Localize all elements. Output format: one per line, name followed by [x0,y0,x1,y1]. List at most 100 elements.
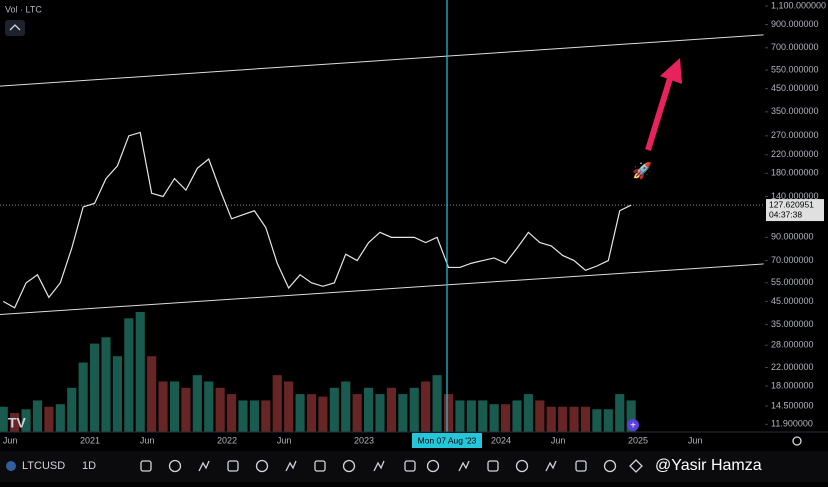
toolbar-icon[interactable] [285,460,297,472]
volume-bar [249,400,259,432]
y-tick-label: 450.000000 [771,83,819,93]
x-tick-label: Jun [551,435,566,445]
y-tick-label: 55.000000 [771,277,814,287]
y-tick-label: 45.000000 [771,296,814,306]
volume-bar [501,404,511,432]
volume-bar [466,400,476,432]
toolbar-icon[interactable] [458,460,470,472]
volume-bar [329,387,339,432]
toolbar [0,451,828,482]
icon-shape [575,460,587,472]
volume-bar [421,381,431,432]
y-tick-label: 220.000000 [771,149,819,159]
y-tick-label: 28.000000 [771,340,814,350]
countdown: 04:37:38 [769,209,802,219]
icon-shape [168,459,182,473]
toolbar-icon[interactable] [255,459,269,473]
icon-shape [342,459,356,473]
toolbar-icon[interactable] [373,460,385,472]
volume-bar [546,406,556,432]
toolbar-icon[interactable] [603,459,617,473]
volume-bar [318,396,328,432]
volume-bar [455,400,465,432]
y-tick-label: 700.000000 [771,42,819,52]
volume-bar [352,394,362,432]
toolbar-icon[interactable] [426,459,440,473]
arrow-shaft [645,71,675,151]
icon-shape [227,460,239,472]
symbol-icon [6,461,16,471]
toolbar-icon[interactable] [168,459,182,473]
volume-bar [227,394,237,432]
channel-line [0,263,764,316]
price-axis [765,0,828,450]
volume-bar [55,404,65,432]
toolbar-icon[interactable] [198,460,210,472]
y-tick-label: 270.000000 [771,130,819,140]
icon-shape [285,460,297,472]
volume-bar [603,409,613,432]
y-tick-label: 11.900000 [771,419,813,429]
arrow-head [660,58,682,84]
volume-bar [375,394,385,432]
volume-bar [523,394,533,432]
volume-bar [67,387,77,432]
volume-bar [386,387,396,432]
volume-bar [192,375,202,432]
volume-bar [341,381,351,432]
icon-shape [515,459,529,473]
volume-bar [10,413,20,432]
toolbar-icon[interactable] [404,460,416,472]
volume-bar [409,387,419,432]
volume-bar [306,394,317,432]
symbol[interactable]: LTCUSD [22,460,65,472]
volume-bar [32,400,43,432]
volume-bar [443,394,454,432]
x-tick-label: 2024 [491,435,511,445]
y-tick-label: 550.000000 [771,64,819,74]
volume-bar [0,406,8,432]
volume-bar [295,394,305,432]
y-tick-label: 140.000000 [771,191,819,201]
icon-shape [140,460,152,472]
toolbar-icon[interactable] [342,459,356,473]
y-tick-label: 35.000000 [771,319,814,329]
y-tick-label: 180.000000 [771,168,819,178]
toolbar-icon[interactable] [314,460,326,472]
volume-bar [158,381,168,432]
x-tick-label: Jun [3,435,18,445]
y-tick-label: 1,100.000000 [771,0,826,10]
volume-bar [44,406,54,432]
indicator-label: Vol · LTC [5,4,42,14]
volume-bar [569,406,579,432]
add-button[interactable] [627,419,639,431]
volume-bar [512,400,522,432]
x-tick-label: 2022 [217,435,237,445]
icon-shape [458,460,470,472]
volume-bar [432,375,442,432]
volume-bar [272,375,282,432]
y-tick-label: 18.000000 [771,380,814,390]
volume-bar [112,356,122,432]
collapse-button[interactable] [5,20,25,36]
y-tick-label: 70.000000 [771,255,814,265]
volume-bar [101,337,111,432]
x-tick-label: Jun [277,435,292,445]
settings-icon[interactable] [792,436,802,446]
y-tick-label: 90.000000 [771,232,814,242]
toolbar-icon[interactable] [575,460,587,472]
volume-bar [204,381,214,432]
volume-bar [181,387,191,432]
icon-shape [255,459,269,473]
watermark: @Yasir Hamza [655,457,762,474]
x-tick-label: 2023 [354,435,374,445]
volume-bar [124,318,134,432]
toolbar-icon[interactable] [545,460,557,472]
channel-line [0,34,764,87]
toolbar-icon[interactable] [487,460,499,472]
volume-bar [558,406,568,432]
interval[interactable]: 1D [82,460,96,472]
toolbar-icon[interactable] [140,460,152,472]
toolbar-icon[interactable] [515,459,529,473]
toolbar-icon[interactable] [227,460,239,472]
